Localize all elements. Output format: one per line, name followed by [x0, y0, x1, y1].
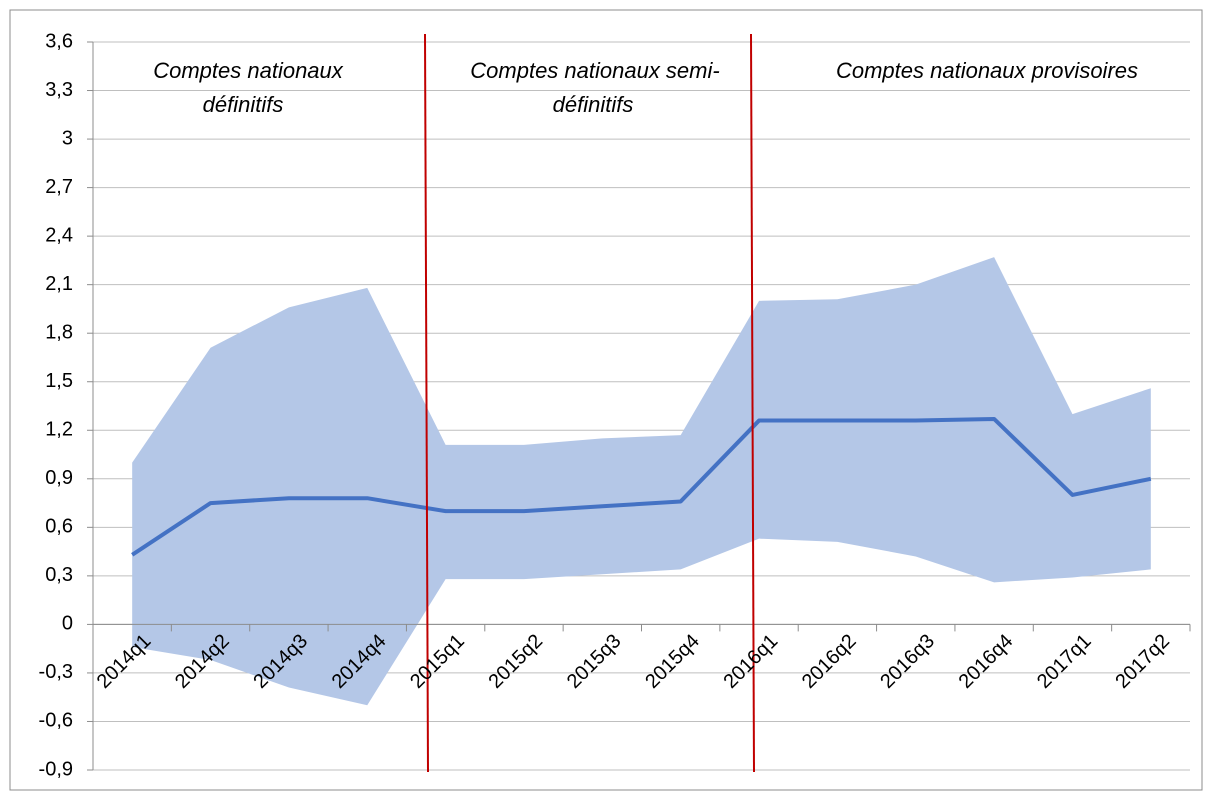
annotation: définitifs	[203, 92, 284, 117]
y-tick-label: 0,3	[45, 564, 73, 586]
y-tick-label: 0,6	[45, 516, 73, 538]
annotation: Comptes nationaux semi-	[470, 58, 719, 83]
central-line	[131, 416, 1152, 557]
annotation: définitifs	[553, 92, 634, 117]
annotation: Comptes nationaux provisoires	[836, 58, 1138, 83]
y-tick-label: 2,4	[45, 224, 73, 246]
y-tick-label: 3,6	[45, 30, 73, 52]
y-tick-label: 3,3	[45, 79, 73, 101]
y-tick-label: -0,9	[39, 758, 73, 780]
y-tick-label: 1,5	[45, 370, 73, 392]
y-tick-label: 0	[62, 613, 73, 635]
y-tick-label: 0,9	[45, 467, 73, 489]
y-tick-label: 1,8	[45, 321, 73, 343]
annotation: Comptes nationaux	[153, 58, 344, 83]
y-tick-label: 2,1	[45, 273, 73, 295]
separator	[750, 33, 755, 773]
separator	[424, 33, 429, 773]
confidence-band	[132, 257, 1151, 706]
y-tick-label: 2,7	[45, 176, 73, 198]
plot	[92, 257, 1191, 706]
y-tick-label: 3	[62, 127, 73, 149]
y-tick-label: -0,3	[39, 661, 73, 683]
y-tick-label: -0,6	[39, 710, 73, 732]
y-tick-label: 1,2	[45, 419, 73, 441]
